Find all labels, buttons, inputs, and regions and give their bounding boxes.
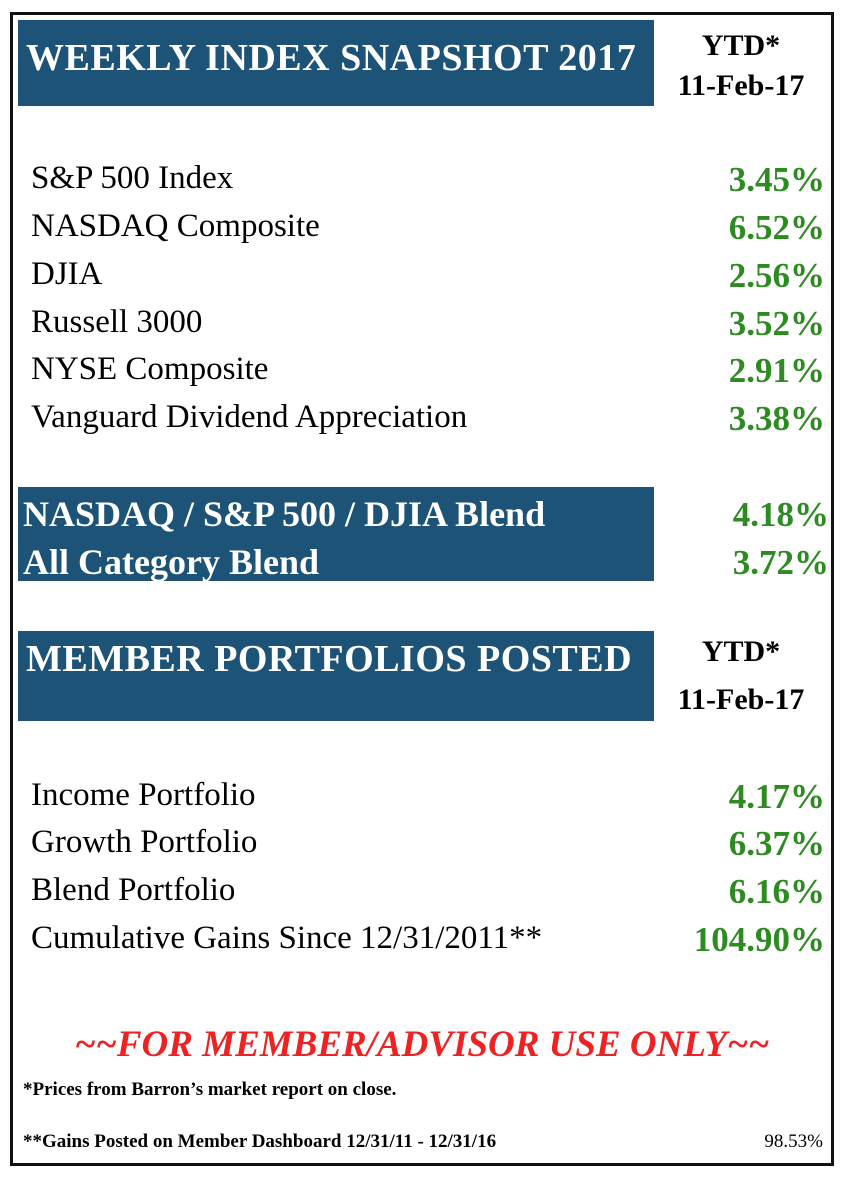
portfolio-row: Growth Portfolio 6.37% [21, 824, 827, 870]
portfolio-date: 11-Feb-17 [677, 683, 805, 716]
index-name: Vanguard Dividend Appreciation [31, 399, 468, 435]
blend-bar [18, 487, 654, 581]
index-value: 2.56% [728, 256, 825, 295]
portfolio-row: Blend Portfolio 6.16% [21, 872, 827, 918]
portfolio-name: Income Portfolio [31, 777, 256, 813]
blend-value: 4.18% [732, 495, 829, 534]
blend-value: 3.72% [732, 543, 829, 582]
index-row: NASDAQ Composite 6.52% [21, 208, 827, 254]
portfolio-name: Growth Portfolio [31, 824, 258, 860]
portfolio-value: 4.17% [728, 777, 825, 816]
index-row: DJIA 2.56% [21, 256, 827, 302]
index-value: 6.52% [728, 208, 825, 247]
blend-name: NASDAQ / S&P 500 / DJIA Blend [23, 494, 546, 534]
portfolio-name: Blend Portfolio [31, 872, 236, 908]
index-value: 2.91% [728, 351, 825, 390]
portfolio-ytd-label: YTD* [701, 635, 781, 668]
index-date: 11-Feb-17 [677, 69, 805, 102]
index-value: 3.38% [728, 399, 825, 438]
index-name: NYSE Composite [31, 351, 269, 387]
index-row: S&P 500 Index 3.45% [21, 160, 827, 206]
index-header-bar: WEEKLY INDEX SNAPSHOT 2017 [18, 20, 654, 106]
footnote-gains-value: 98.53% [764, 1131, 823, 1152]
index-name: Russell 3000 [31, 304, 203, 340]
index-row: Vanguard Dividend Appreciation 3.38% [21, 399, 827, 445]
footnote-prices: *Prices from Barron’s market report on c… [23, 1079, 397, 1100]
index-ytd-label: YTD* [701, 29, 781, 62]
blend-name: All Category Blend [23, 542, 319, 582]
portfolio-name: Cumulative Gains Since 12/31/2011** [31, 920, 543, 956]
index-name: DJIA [31, 256, 103, 292]
index-name: S&P 500 Index [31, 160, 234, 196]
portfolio-row: Income Portfolio 4.17% [21, 777, 827, 823]
index-value: 3.45% [728, 160, 825, 199]
index-name: NASDAQ Composite [31, 208, 320, 244]
portfolio-row: Cumulative Gains Since 12/31/2011** 104.… [21, 920, 827, 966]
snapshot-card: WEEKLY INDEX SNAPSHOT 2017 YTD* 11-Feb-1… [10, 12, 834, 1166]
portfolio-value: 6.37% [728, 824, 825, 863]
index-header-title: WEEKLY INDEX SNAPSHOT 2017 [26, 37, 637, 79]
portfolio-value: 104.90% [693, 920, 825, 959]
index-value: 3.52% [728, 304, 825, 343]
member-use-notice: ~~FOR MEMBER/ADVISOR USE ONLY~~ [74, 1024, 770, 1065]
portfolio-header-title: MEMBER PORTFOLIOS POSTED [26, 638, 633, 680]
footnote-gains: **Gains Posted on Member Dashboard 12/31… [23, 1131, 497, 1152]
index-row: Russell 3000 3.52% [21, 304, 827, 350]
portfolio-header-bar: MEMBER PORTFOLIOS POSTED [18, 631, 654, 721]
portfolio-value: 6.16% [728, 872, 825, 911]
index-row: NYSE Composite 2.91% [21, 351, 827, 397]
